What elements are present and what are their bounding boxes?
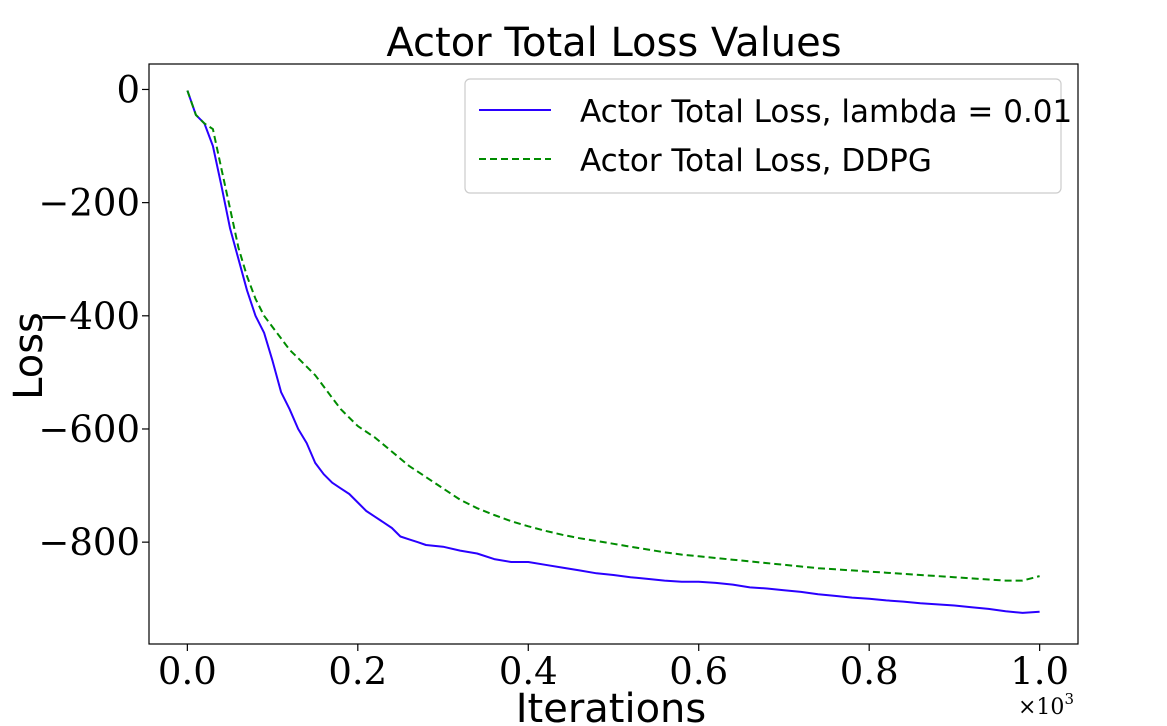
y-tick-label: −200	[38, 182, 140, 225]
x-tick-label: 0.6	[669, 650, 728, 693]
y-axis-label: Loss	[6, 312, 52, 400]
series-line-lambda	[186, 90, 1040, 614]
x-tick-label: 0.0	[158, 650, 217, 693]
legend-box	[464, 78, 1062, 194]
y-tick-label: −800	[38, 521, 140, 564]
x-axis-label: Iterations	[516, 686, 707, 726]
x-multiplier-base: ×10	[1018, 695, 1064, 720]
x-tick-label: 0.4	[499, 650, 558, 693]
y-tick-label: 0	[116, 68, 140, 111]
legend-label-ddpg: Actor Total Loss, DDPG	[580, 143, 932, 179]
series-line-ddpg	[186, 90, 1040, 582]
legend: Actor Total Loss, lambda = 0.01 Actor To…	[464, 78, 1072, 194]
y-tick-label: −400	[38, 295, 140, 338]
ticks-layer: 0.0 0.2 0.4 0.6 0.8 1.0 0 −200 −400 −600 −800	[38, 68, 1069, 693]
x-tick-label: 1.0	[1010, 650, 1069, 693]
x-tick-label: 0.8	[840, 650, 899, 693]
legend-label-lambda: Actor Total Loss, lambda = 0.01	[580, 94, 1072, 130]
x-axis-multiplier: ×103	[1018, 690, 1074, 720]
chart-title: Actor Total Loss Values	[386, 20, 841, 66]
plot-frame	[148, 63, 1079, 645]
series-layer	[186, 90, 1040, 614]
y-tick-label: −600	[38, 408, 140, 451]
x-multiplier-exponent: 3	[1064, 690, 1074, 708]
x-tick-label: 0.2	[328, 650, 387, 693]
